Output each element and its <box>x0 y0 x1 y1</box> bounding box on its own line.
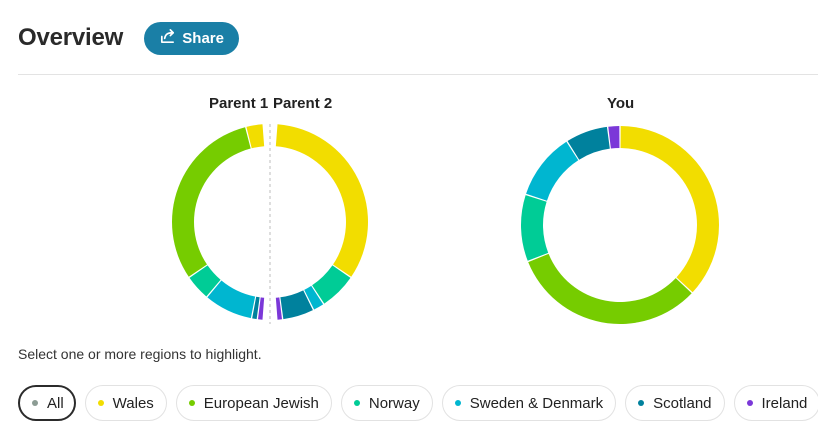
header: Overview Share <box>18 20 240 56</box>
region-chip-label: Scotland <box>653 394 712 412</box>
region-chip-label: European Jewish <box>203 394 319 412</box>
slice-wales[interactable] <box>275 124 368 277</box>
parent2-label: Parent 2 <box>273 95 333 112</box>
share-icon <box>159 28 176 49</box>
region-chip-ireland[interactable]: Ireland <box>733 385 818 421</box>
region-dot-icon <box>353 400 360 406</box>
page-title: Overview <box>18 24 124 51</box>
slice-scotland[interactable] <box>280 290 313 320</box>
region-dot-icon <box>32 400 38 406</box>
region-chip-label: Sweden & Denmark <box>469 394 604 412</box>
region-chip-label: All <box>47 394 64 412</box>
region-chip-norway[interactable]: Norway <box>340 385 433 421</box>
region-hint: Select one or more regions to highlight. <box>18 346 262 362</box>
region-chip-label: Norway <box>368 394 420 412</box>
slice-wales[interactable] <box>620 126 719 293</box>
you-donut-chart <box>521 126 719 324</box>
header-divider <box>18 74 818 75</box>
region-chip-european-jewish[interactable]: European Jewish <box>175 385 332 421</box>
slice-ireland[interactable] <box>257 297 265 320</box>
slice-scotland[interactable] <box>567 126 610 160</box>
share-label: Share <box>182 29 224 47</box>
region-chip-all[interactable]: All <box>18 385 76 421</box>
region-filter-chips: All Wales European Jewish Norway Sweden & De… <box>18 385 818 421</box>
region-chip-label: Wales <box>112 394 154 412</box>
region-chip-label: Ireland <box>761 394 808 412</box>
slice-sweden-denmark[interactable] <box>304 285 324 310</box>
region-dot-icon <box>638 400 645 406</box>
slice-european-jewish[interactable] <box>172 127 251 277</box>
slice-ireland[interactable] <box>608 126 620 149</box>
slice-wales[interactable] <box>246 124 265 149</box>
region-dot-icon <box>746 400 753 406</box>
slice-norway[interactable] <box>312 265 351 304</box>
slice-norway[interactable] <box>521 195 549 261</box>
slice-european-jewish[interactable] <box>528 253 692 324</box>
slice-ireland[interactable] <box>275 297 283 320</box>
region-chip-scotland[interactable]: Scotland <box>625 385 725 421</box>
slice-sweden-denmark[interactable] <box>207 280 256 319</box>
you-label: You <box>607 95 635 112</box>
parents-donut-chart <box>172 124 368 324</box>
slice-norway[interactable] <box>189 265 221 297</box>
region-dot-icon <box>188 400 195 406</box>
region-dot-icon <box>97 400 104 406</box>
slice-scotland[interactable] <box>252 296 260 320</box>
parent1-label: Parent 1 <box>209 95 269 112</box>
region-chip-wales[interactable]: Wales <box>84 385 167 421</box>
share-button[interactable]: Share <box>144 21 240 55</box>
slice-sweden-denmark[interactable] <box>526 141 579 201</box>
region-dot-icon <box>454 400 461 406</box>
region-chip-sweden-denmark[interactable]: Sweden & Denmark <box>441 385 617 421</box>
